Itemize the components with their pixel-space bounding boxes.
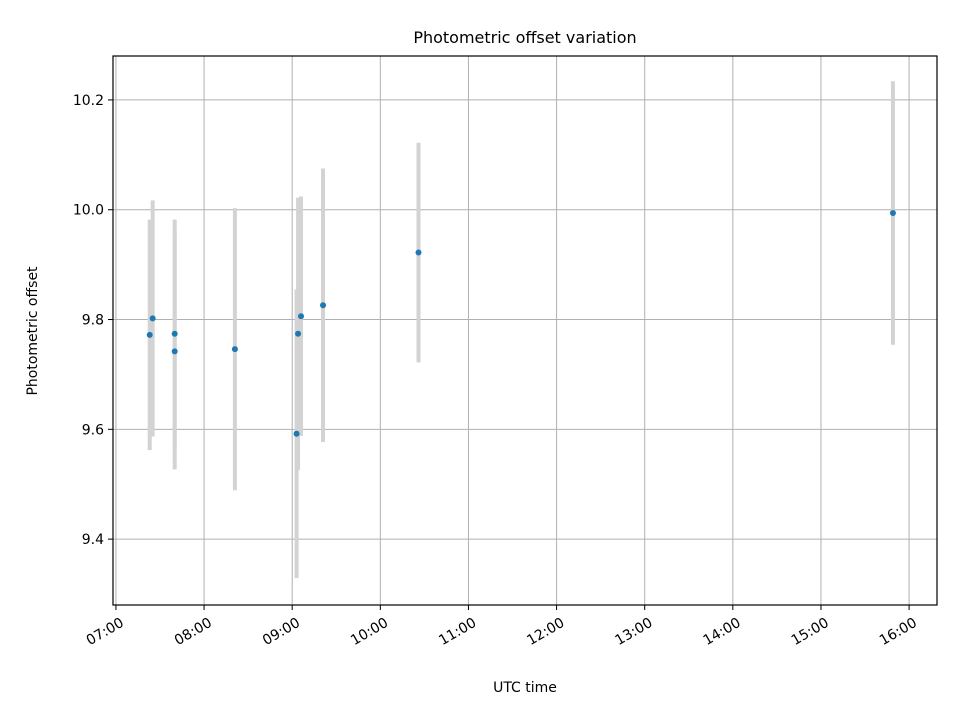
x-tick-label: 12:00: [524, 615, 567, 649]
errorbars: [147, 81, 895, 579]
y-axis: 9.4 9.6 9.8 10.0 10.2: [73, 93, 113, 548]
x-tick-label: 10:00: [348, 615, 391, 649]
x-tick-label: 11:00: [436, 615, 479, 649]
data-point: [149, 315, 156, 322]
data-point: [146, 331, 153, 338]
data-point: [231, 346, 238, 353]
data-point: [320, 302, 327, 309]
x-tick-label: 13:00: [613, 615, 656, 649]
plot-frame: [112, 55, 938, 606]
data-point: [889, 210, 896, 217]
data-point: [293, 430, 300, 437]
grid: [113, 56, 937, 605]
x-tick-label: 08:00: [172, 615, 215, 649]
data-point: [295, 330, 302, 337]
x-axis-label: UTC time: [493, 680, 557, 696]
y-axis-label: Photometric offset: [25, 266, 41, 396]
x-tick-label: 14:00: [701, 615, 744, 649]
y-tick-label: 10.0: [73, 203, 104, 219]
data-point: [415, 249, 422, 256]
data-point: [171, 348, 178, 355]
y-tick-label: 9.6: [82, 422, 104, 438]
x-tick-label: 09:00: [260, 615, 303, 649]
x-axis: 07:00 08:00 09:00 10:00 11:00 12:00 13:00 14:00…: [84, 605, 920, 649]
x-tick-label: 16:00: [877, 615, 920, 649]
data-point: [298, 313, 305, 320]
y-tick-label: 9.8: [82, 313, 104, 329]
chart-title: Photometric offset variation: [413, 28, 636, 47]
data-point: [171, 330, 178, 337]
x-tick-label: 15:00: [789, 615, 832, 649]
y-tick-label: 10.2: [73, 93, 104, 109]
y-tick-label: 9.4: [82, 532, 104, 548]
data-points: [146, 210, 896, 437]
x-tick-label: 07:00: [84, 615, 127, 649]
